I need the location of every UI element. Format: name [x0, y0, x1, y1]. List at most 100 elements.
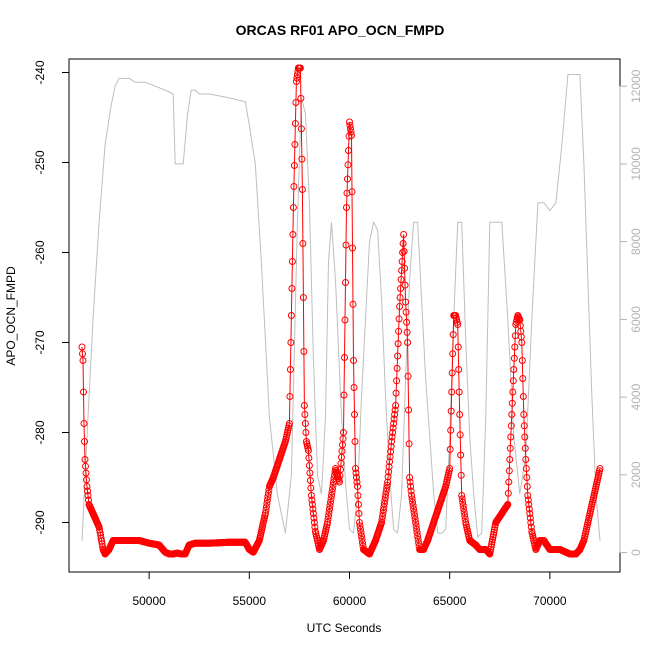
- apo-data-point: [293, 74, 301, 82]
- y2-tick-label: 8000: [629, 228, 643, 255]
- apo-data-point: [394, 340, 402, 348]
- apo-data-point: [354, 483, 361, 490]
- apo-data-point: [305, 454, 313, 462]
- apo-data-point: [302, 429, 310, 436]
- apo-data-point: [508, 411, 516, 418]
- apo-data-point: [340, 391, 348, 399]
- apo-data-point: [455, 388, 463, 396]
- apo-data-point: [329, 481, 337, 489]
- apo-data-point: [328, 492, 335, 499]
- apo-data-point: [457, 471, 465, 479]
- apo-data-point: [344, 175, 351, 183]
- apo-data-point: [325, 508, 333, 516]
- apo-data-point: [458, 495, 466, 503]
- apo-data-point: [291, 120, 299, 127]
- apo-data-point: [293, 71, 301, 79]
- apo-data-point: [448, 369, 456, 377]
- apo-data-point: [511, 343, 519, 351]
- apo-data-point: [359, 539, 366, 547]
- apo-data-point: [527, 523, 535, 531]
- apo-data-point: [387, 448, 395, 456]
- apo-data-point: [342, 279, 349, 286]
- y-tick-label: -240: [33, 60, 47, 84]
- apo-data-point: [406, 478, 414, 486]
- apo-data-point: [291, 141, 299, 148]
- apo-data-point: [460, 505, 468, 513]
- apo-data-point: [286, 393, 294, 400]
- apo-data-point: [526, 510, 534, 517]
- apo-data-point: [84, 492, 92, 499]
- apo-data-point: [405, 406, 413, 414]
- apo-data-point: [395, 327, 403, 335]
- apo-data-point: [78, 343, 86, 351]
- apo-data-point: [510, 354, 518, 362]
- apo-data-point: [344, 161, 352, 169]
- apo-data-point: [461, 512, 469, 520]
- apo-data-point: [353, 478, 361, 486]
- apo-data-point: [356, 519, 363, 526]
- apo-data-point: [79, 357, 87, 364]
- y-tick-label: -250: [33, 150, 47, 174]
- apo-data-point: [395, 315, 403, 323]
- apo-data-point: [264, 489, 272, 497]
- apo-data-point: [410, 508, 418, 516]
- apo-data-point: [356, 522, 364, 530]
- apo-data-point: [414, 535, 422, 543]
- apo-data-point: [412, 519, 420, 526]
- apo-data-point: [394, 352, 402, 360]
- apo-data-point: [350, 357, 357, 364]
- apo-data-point: [346, 118, 353, 126]
- apo-data-point: [489, 536, 496, 543]
- apo-data-point: [400, 231, 408, 238]
- apo-data-point: [505, 467, 513, 475]
- apo-data-point: [505, 478, 513, 486]
- apo-data-point: [297, 94, 305, 102]
- apo-data-point: [348, 188, 356, 196]
- apo-data-point: [299, 240, 307, 247]
- apo-data-point: [81, 456, 89, 463]
- apo-data-point: [357, 529, 365, 537]
- apo-data-point: [459, 498, 467, 506]
- apo-data-point: [292, 78, 300, 85]
- apo-data-point: [304, 447, 312, 454]
- apo-data-point: [508, 399, 516, 407]
- apo-data-point: [402, 298, 410, 306]
- apo-data-point: [290, 162, 298, 169]
- apo-data-point: [393, 364, 401, 372]
- apo-data-point: [507, 422, 515, 430]
- apo-data-point: [328, 488, 336, 496]
- apo-data-point: [345, 147, 352, 154]
- apo-data-point: [84, 487, 91, 495]
- apo-data-point: [447, 407, 455, 415]
- apo-data-point: [301, 411, 309, 418]
- altitude-line: [81, 74, 601, 541]
- apo-data-point: [299, 294, 307, 301]
- apo-data-point: [327, 495, 335, 503]
- apo-data-point: [401, 264, 409, 272]
- apo-data-point: [510, 366, 518, 373]
- apo-data-point: [388, 438, 396, 445]
- apo-data-point: [411, 515, 419, 523]
- apo-data-point: [289, 231, 297, 238]
- y-axis-left: -290 -280 -270 -260 -250 -240: [33, 60, 70, 535]
- apo-data-point: [519, 375, 527, 382]
- apo-data-point: [329, 485, 336, 493]
- apo-data-point: [506, 456, 514, 463]
- apo-data-point: [407, 487, 415, 495]
- apo-data-point: [408, 492, 416, 499]
- apo-data-point: [308, 501, 316, 508]
- apo-data-point: [403, 328, 411, 336]
- apo-data-point: [507, 433, 515, 441]
- apo-data-point: [387, 443, 395, 451]
- apo-data-point: [404, 372, 412, 380]
- apo-data-point: [390, 415, 398, 423]
- apo-data-point: [414, 532, 422, 540]
- apo-data-point: [343, 204, 350, 211]
- apo-data-point: [262, 506, 270, 514]
- apo-data-point: [309, 505, 317, 513]
- apo-data-point: [288, 258, 296, 265]
- apo-data-point: [522, 456, 530, 463]
- apo-data-point: [296, 64, 304, 72]
- apo-data-point: [83, 483, 91, 490]
